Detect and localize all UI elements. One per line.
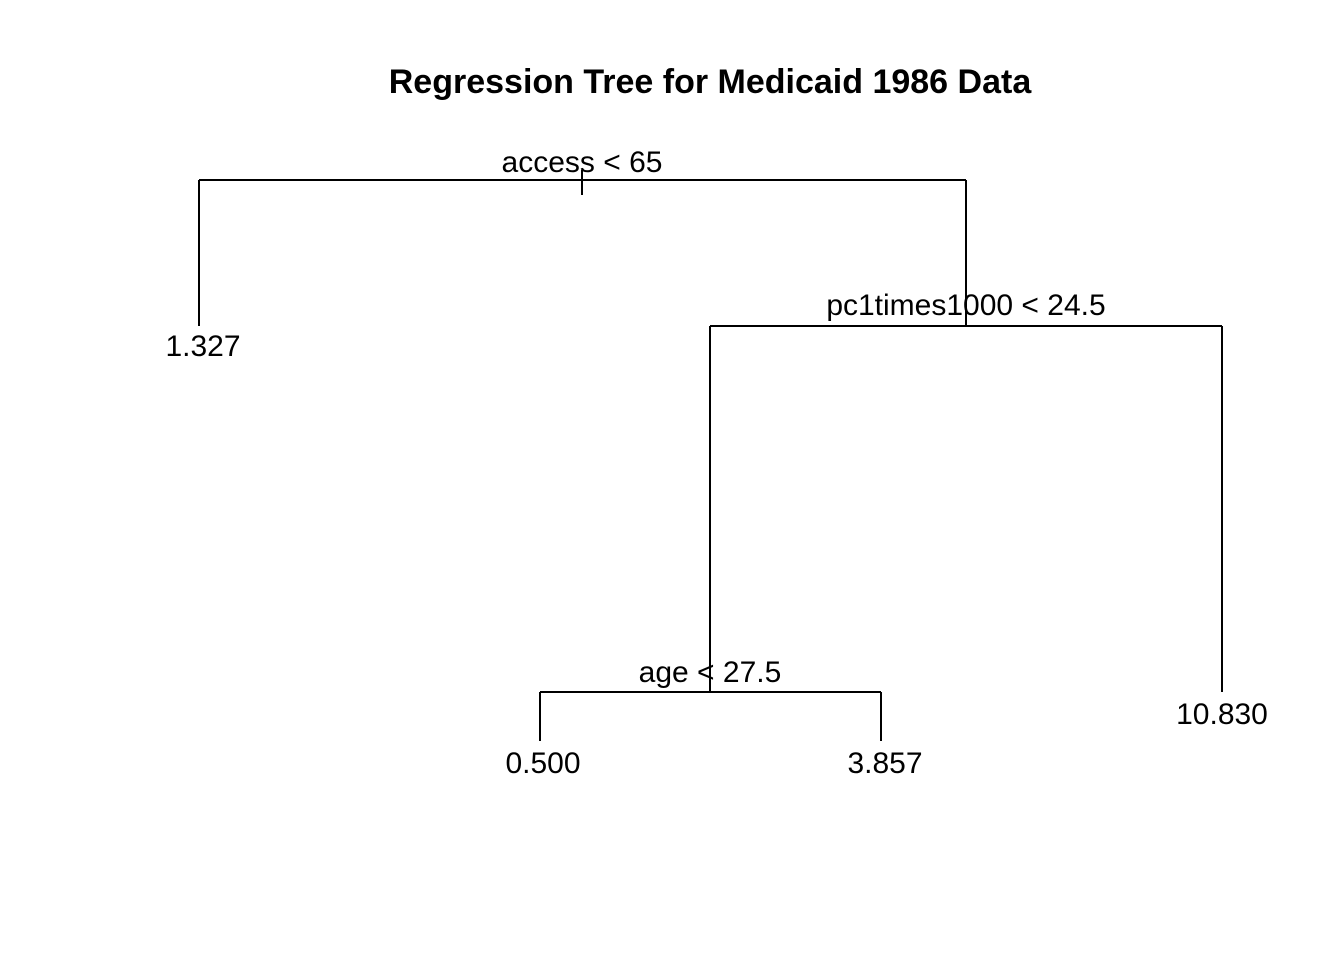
- root-split-node: access < 65: [198, 146, 967, 326]
- root-split-label: access < 65: [502, 146, 663, 179]
- pc1times1000-split-node: pc1times1000 < 24.5: [709, 289, 1223, 692]
- leaf-label: 3.857: [847, 747, 922, 780]
- age-split-label: age < 27.5: [639, 656, 782, 689]
- leaf-label: 0.500: [505, 747, 580, 780]
- figure-title: Regression Tree for Medicaid 1986 Data: [389, 63, 1033, 101]
- leaf-label: 10.830: [1176, 698, 1268, 731]
- age-split-node: age < 27.5: [539, 656, 882, 741]
- pc1times1000-split-label: pc1times1000 < 24.5: [826, 289, 1105, 322]
- leaf-label: 1.327: [165, 330, 240, 363]
